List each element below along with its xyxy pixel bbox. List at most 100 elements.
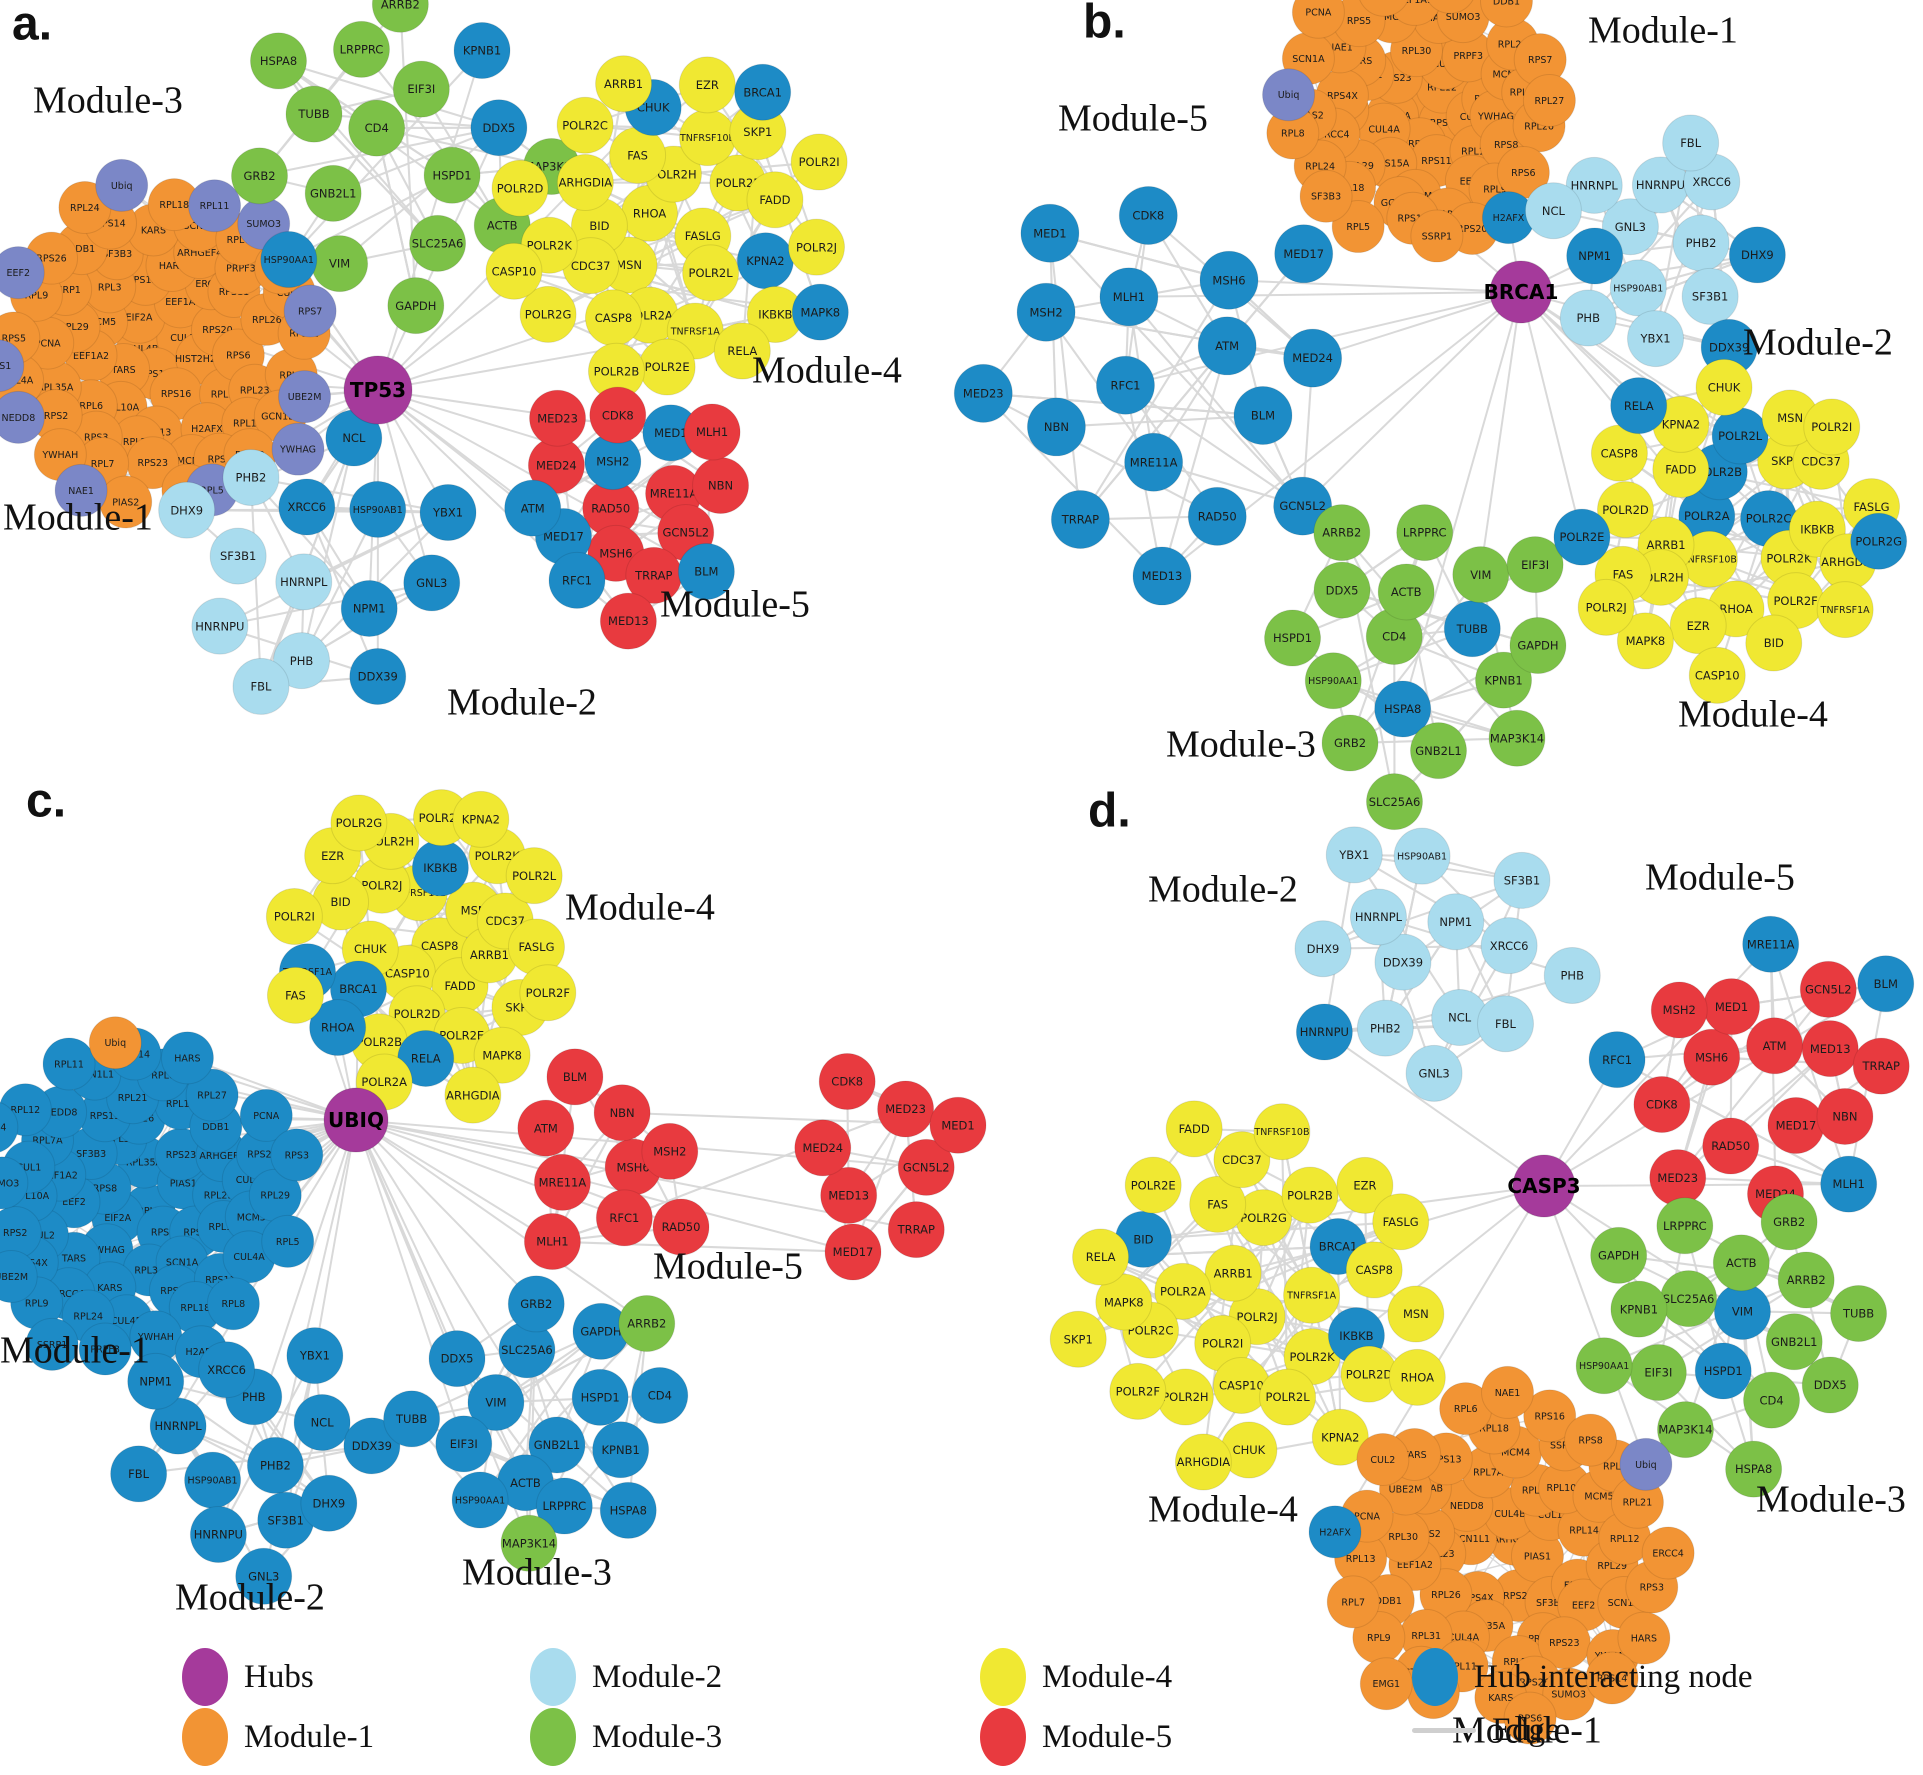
node-IKBKB[interactable]: IKBKB [746, 285, 804, 343]
node-TRRAP[interactable]: TRRAP [1852, 1037, 1910, 1095]
node-RHOA[interactable]: RHOA [1388, 1348, 1446, 1406]
node-POLR2L[interactable]: POLR2L [1711, 407, 1769, 465]
node-EZR[interactable]: EZR [1669, 597, 1727, 655]
node-CHUK[interactable]: CHUK [1695, 358, 1753, 416]
node-RPL5[interactable]: RPL5 [261, 1214, 315, 1268]
node-FADD[interactable]: FADD [1165, 1100, 1223, 1158]
node-HSPD1[interactable]: HSPD1 [571, 1368, 629, 1426]
node-GRB2[interactable]: GRB2 [1760, 1193, 1818, 1251]
node-FASLG[interactable]: FASLG [1372, 1193, 1430, 1251]
node-HSP90AA1[interactable]: HSP90AA1 [1575, 1337, 1633, 1395]
node-ARHGDIA[interactable]: ARHGDIA [556, 154, 614, 212]
node-MED23[interactable]: MED23 [953, 363, 1013, 423]
node-MSH2[interactable]: MSH2 [1650, 981, 1708, 1039]
node-MED24[interactable]: MED24 [1283, 328, 1343, 388]
node-RFC1[interactable]: RFC1 [1095, 355, 1155, 415]
node-POLR2G[interactable]: POLR2G [1850, 512, 1908, 570]
node-NCL[interactable]: NCL [325, 409, 383, 467]
node-ACTB[interactable]: ACTB [1377, 563, 1435, 621]
node-DHX9[interactable]: DHX9 [1294, 920, 1352, 978]
node-BID[interactable]: BID [1114, 1210, 1172, 1268]
node-TUBB[interactable]: TUBB [1830, 1285, 1888, 1343]
node-RPS3[interactable]: RPS3 [270, 1128, 324, 1182]
node-KPNB1[interactable]: KPNB1 [592, 1421, 650, 1479]
node-POLR2G[interactable]: POLR2G [330, 794, 388, 852]
node-RPS6[interactable]: RPS6 [1503, 1691, 1557, 1745]
node-MED1[interactable]: MED1 [1020, 203, 1080, 263]
node-Ubiq[interactable]: Ubiq [1262, 68, 1316, 122]
node-SF3B1[interactable]: SF3B1 [209, 527, 267, 585]
node-XRCC6[interactable]: XRCC6 [278, 478, 336, 536]
node-TRRAP[interactable]: TRRAP [887, 1201, 945, 1259]
node-NPM1[interactable]: NPM1 [1566, 227, 1624, 285]
node-BLM[interactable]: BLM [1233, 386, 1293, 446]
node-PIAS1[interactable]: PIAS1 [0, 339, 25, 393]
node-HSPA8[interactable]: HSPA8 [1725, 1440, 1783, 1498]
node-HSP90AA1[interactable]: HSP90AA1 [451, 1471, 509, 1529]
node-NCL[interactable]: NCL [1431, 989, 1489, 1047]
node-CD4[interactable]: CD4 [1743, 1371, 1801, 1429]
node-TNFRSF10B[interactable]: TNFRSF10B [679, 109, 737, 167]
node-EIF3I[interactable]: EIF3I [1506, 536, 1564, 594]
node-CASP10[interactable]: CASP10 [485, 242, 543, 300]
node-NBN[interactable]: NBN [692, 456, 750, 514]
node-HSPD1[interactable]: HSPD1 [1694, 1342, 1752, 1400]
node-GAPDH[interactable]: GAPDH [1509, 617, 1567, 675]
node-MRE11A[interactable]: MRE11A [533, 1153, 591, 1211]
node-EIF3I[interactable]: EIF3I [435, 1415, 493, 1473]
node-MAP3K14[interactable]: MAP3K14 [500, 1514, 558, 1572]
node-BRCA1[interactable]: BRCA1 [734, 63, 792, 121]
node-RPL27[interactable]: RPL27 [1522, 73, 1576, 127]
node-GNB2L1[interactable]: GNB2L1 [1765, 1313, 1823, 1371]
node-MAPK8[interactable]: MAPK8 [1616, 612, 1674, 670]
node-SKP1[interactable]: SKP1 [1049, 1310, 1107, 1368]
node-POLR2D[interactable]: POLR2D [491, 159, 549, 217]
node-CDK8[interactable]: CDK8 [818, 1052, 876, 1110]
node-MAPK8[interactable]: MAPK8 [473, 1026, 531, 1084]
node-EZR[interactable]: EZR [1336, 1156, 1394, 1214]
node-PHB[interactable]: PHB [273, 632, 331, 690]
node-RPL7A[interactable]: RPL7A [1358, 0, 1410, 17]
node-TRRAP[interactable]: TRRAP [625, 546, 683, 604]
node-SLC25A6[interactable]: SLC25A6 [498, 1321, 556, 1379]
node-FAS[interactable]: FAS [266, 966, 324, 1024]
node-MLH1[interactable]: MLH1 [1820, 1155, 1878, 1213]
node-HNRNPL[interactable]: HNRNPL [275, 553, 333, 611]
node-HSPA8[interactable]: HSPA8 [1374, 680, 1432, 738]
node-H2AFX[interactable]: H2AFX [1308, 1505, 1362, 1559]
node-NEDD8[interactable]: NEDD8 [0, 390, 45, 444]
node-DDX39[interactable]: DDX39 [343, 1417, 401, 1475]
node-YWHAG[interactable]: YWHAG [271, 422, 325, 476]
node-LRPPRC[interactable]: LRPPRC [332, 20, 390, 78]
node-ARRB1[interactable]: ARRB1 [1204, 1244, 1262, 1302]
node-POLR2L[interactable]: POLR2L [682, 244, 740, 302]
hub-node-BRCA1[interactable]: BRCA1 [1484, 260, 1559, 324]
node-FBL[interactable]: FBL [110, 1445, 168, 1503]
node-ARHGDIA[interactable]: ARHGDIA [444, 1066, 502, 1124]
node-RPL11[interactable]: RPL11 [188, 179, 242, 233]
node-MSN[interactable]: MSN [1761, 389, 1819, 447]
node-YBX1[interactable]: YBX1 [419, 483, 477, 541]
node-HNRNPU[interactable]: HNRNPU [189, 1506, 247, 1564]
node-ATM[interactable]: ATM [1197, 316, 1257, 376]
node-DDX39[interactable]: DDX39 [349, 647, 407, 705]
node-MAPK8[interactable]: MAPK8 [791, 283, 849, 341]
node-GNL3[interactable]: GNL3 [235, 1547, 293, 1605]
node-POLR2L[interactable]: POLR2L [1259, 1368, 1317, 1426]
node-MED24[interactable]: MED24 [527, 436, 585, 494]
node-HARS[interactable]: HARS [160, 1031, 214, 1085]
node-POLR2D[interactable]: POLR2D [1597, 481, 1655, 539]
node-GCN5L2[interactable]: GCN5L2 [1799, 960, 1857, 1018]
node-CUL2[interactable]: CUL2 [1356, 1432, 1410, 1486]
node-DDX5[interactable]: DDX5 [1801, 1356, 1859, 1414]
node-MLH1[interactable]: MLH1 [683, 403, 741, 461]
node-ARRB2[interactable]: ARRB2 [1313, 504, 1371, 562]
node-SF3B3[interactable]: SF3B3 [1299, 169, 1353, 223]
node-LRPPRC[interactable]: LRPPRC [535, 1477, 593, 1535]
node-PCNA[interactable]: PCNA [1291, 0, 1345, 39]
node-MAP3K14[interactable]: MAP3K14 [1488, 709, 1546, 767]
node-GAPDH[interactable]: GAPDH [1590, 1226, 1648, 1284]
node-BID[interactable]: BID [1745, 614, 1803, 672]
node-RHOA[interactable]: RHOA [309, 998, 367, 1056]
node-PHB[interactable]: PHB [1543, 946, 1601, 1004]
